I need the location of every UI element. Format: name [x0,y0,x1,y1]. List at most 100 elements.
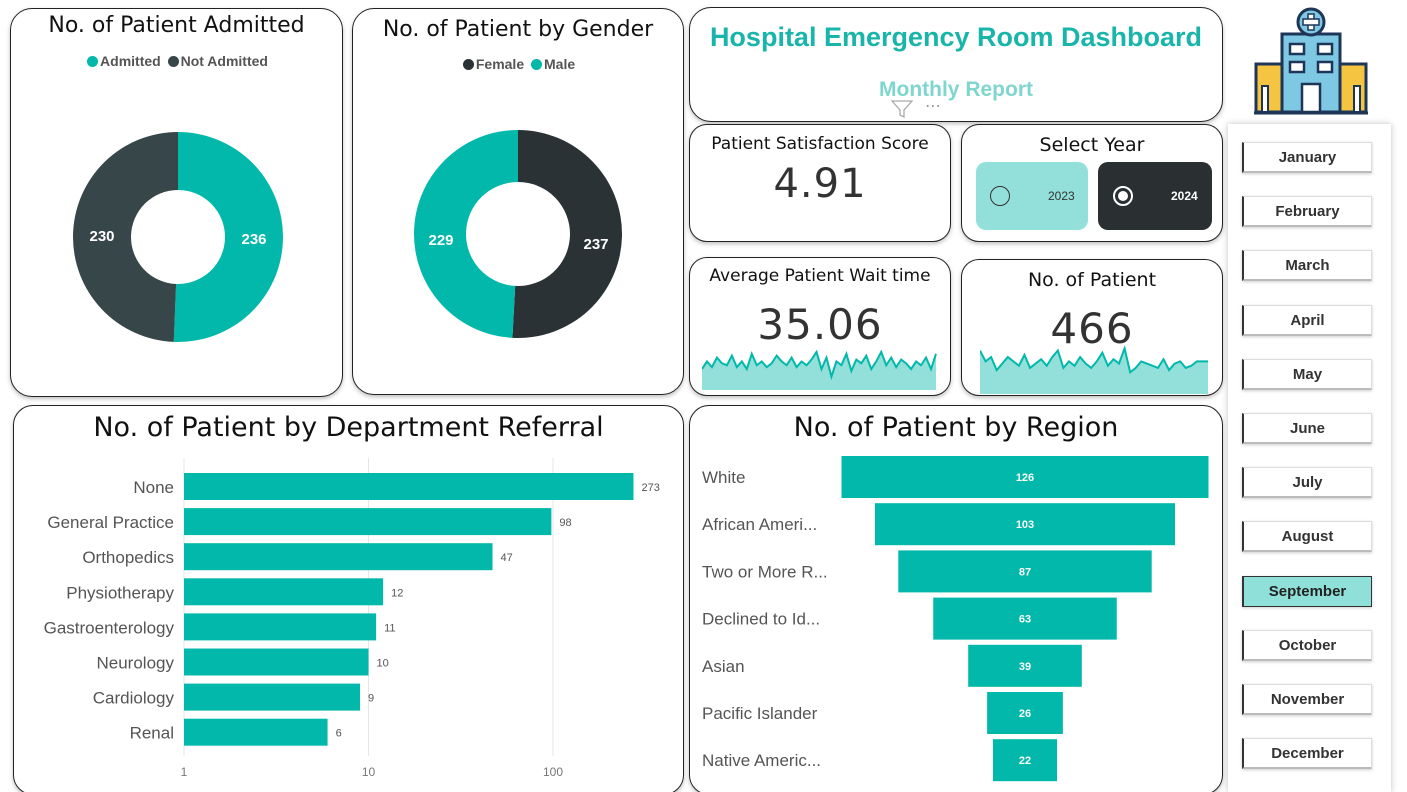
donut-data-label: 236 [241,231,266,248]
donut-slice-admitted[interactable] [173,132,283,342]
region-label: Declined to Id... [702,610,820,629]
wait-time-card: Average Patient Wait time 35.06 [689,257,951,396]
sparkline-line [702,350,937,381]
donut-data-label: 230 [89,228,114,245]
funnel-data-label: 26 [1019,708,1031,720]
bar-none[interactable] [184,473,634,500]
region-label: White [702,468,745,487]
donut-slice-male[interactable] [413,130,518,338]
legend-dot-not-admitted [167,56,179,67]
bar-neurology[interactable] [184,648,369,676]
admitted-legend: Admitted Not Admitted [11,53,342,69]
region-label: Pacific Islander [702,704,818,723]
legend-label-female: Female [475,56,525,72]
patients-card: No. of Patient 466 [961,259,1223,396]
donut-data-label: 229 [428,232,453,249]
admitted-donut-chart: 236 230 [72,132,283,342]
wait-time-value: 35.06 [757,300,883,349]
category-label: Cardiology [93,689,175,708]
filter-icon[interactable] [891,100,913,118]
region-funnel-chart: White 126 African Ameri... 103 Two or More R… [702,456,1209,782]
bar-data-label: 47 [501,552,513,564]
month-slicer-panel [1228,124,1391,792]
radio-selected-icon [1113,186,1133,206]
bar-gastroenterology[interactable] [184,613,377,641]
category-label: Renal [130,724,174,743]
month-button-august[interactable]: August [1242,521,1372,553]
month-button-july[interactable]: July [1242,467,1372,499]
region-label: African Ameri... [702,515,817,534]
admitted-title: No. of Patient Admitted [48,13,305,38]
year-option-label: 2023 [1048,189,1075,203]
category-label: Neurology [97,654,175,673]
gender-title: No. of Patient by Gender [382,17,654,42]
bar-data-label: 273 [641,482,659,494]
satisfaction-card: Patient Satisfaction Score 4.91 [689,124,951,242]
bar-data-label: 9 [368,693,374,705]
month-button-november[interactable]: November [1242,684,1372,715]
bar-data-label: 6 [336,728,342,740]
month-button-may[interactable]: May [1242,358,1372,390]
month-button-march[interactable]: March [1242,250,1372,282]
category-label: Physiotherapy [66,583,174,602]
satisfaction-title: Patient Satisfaction Score [711,134,929,154]
year-option-2023[interactable]: 2023 [976,162,1088,230]
region-label: Two or More R... [702,562,828,581]
x-tick-label: 1 [181,765,188,779]
more-options-icon[interactable]: ⋯ [925,96,942,115]
legend-dot-male [531,59,542,70]
x-tick-label: 10 [362,765,376,779]
satisfaction-value: 4.91 [773,161,867,207]
bar-cardiology[interactable] [184,683,361,711]
legend-label-not-admitted: Not Admitted [180,53,268,69]
category-label: General Practice [47,513,174,532]
funnel-bar[interactable] [841,456,1209,498]
funnel-bar[interactable] [898,550,1152,593]
department-bar-chart: 1 10 100 None 273 General Practice 98 Orthopedi… [44,458,660,779]
month-button-february[interactable]: February [1242,196,1372,228]
bar-orthopedics[interactable] [184,543,493,571]
region-title: No. of Patient by Region [793,412,1119,443]
donut-slice-not-admitted[interactable] [72,132,178,342]
sparkline-area [702,351,936,390]
patients-sparkline [980,344,1208,394]
year-select-card: Select Year 2023 2024 [961,124,1223,242]
region-card: No. of Patient by Region White 126 African… [689,405,1223,792]
patients-value: 466 [1050,304,1134,353]
gender-card: No. of Patient by Gender Female Male 237… [352,8,684,395]
donut-data-label: 237 [583,236,608,253]
month-button-september[interactable]: September [1242,575,1372,607]
month-button-december[interactable]: December [1242,738,1372,770]
wait-time-sparkline [702,350,937,390]
bar-data-label: 98 [559,517,571,529]
hospital-building-icon [1254,7,1368,115]
funnel-bar[interactable] [968,644,1082,687]
category-label: Gastroenterology [44,618,175,637]
funnel-bar[interactable] [992,739,1058,782]
sparkline-line [980,344,1208,375]
month-button-october[interactable]: October [1242,629,1372,661]
month-button-june[interactable]: June [1242,413,1372,444]
bar-general-practice[interactable] [184,508,552,536]
funnel-bar[interactable] [874,503,1176,546]
bar-renal[interactable] [184,718,328,746]
department-title: No. of Patient by Department Referral [93,412,604,443]
donut-slice-female[interactable] [512,130,622,338]
month-button-april[interactable]: April [1242,304,1372,336]
legend-dot-female [462,59,474,70]
bar-data-label: 10 [377,658,389,670]
x-tick-label: 100 [543,765,563,779]
funnel-bar[interactable] [987,692,1063,734]
bar-data-label: 11 [384,622,395,634]
category-label: Orthopedics [82,548,174,567]
funnel-data-label: 103 [1016,519,1034,531]
legend-label-admitted: Admitted [100,53,161,69]
year-select-title: Select Year [1039,134,1145,156]
region-label: Asian [702,657,745,676]
funnel-bar[interactable] [933,597,1117,640]
bar-physiotherapy[interactable] [184,578,384,606]
radio-unselected-icon [990,186,1010,206]
month-button-january[interactable]: January [1242,142,1372,173]
year-option-2024[interactable]: 2024 [1098,162,1212,230]
